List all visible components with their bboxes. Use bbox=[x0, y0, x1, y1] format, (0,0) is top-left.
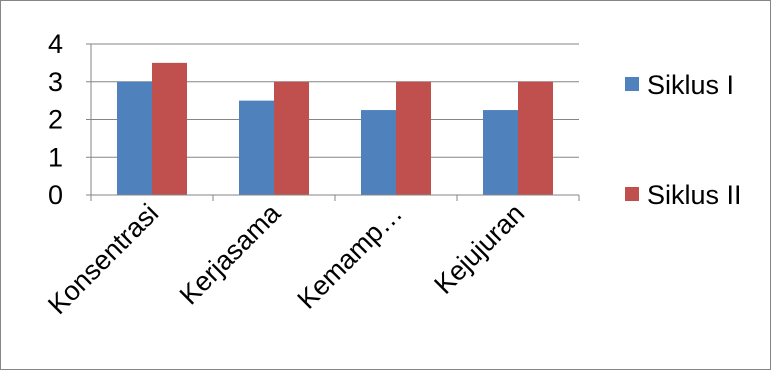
y-tick-label: 1 bbox=[48, 142, 63, 172]
bar-siklus-i-konsentrasi bbox=[117, 81, 152, 195]
x-category-label: Kemamp… bbox=[292, 198, 409, 315]
legend-swatch bbox=[625, 77, 639, 91]
x-category-label: Kerjasama bbox=[174, 197, 287, 310]
y-tick-label: 3 bbox=[48, 67, 63, 97]
bar-siklus-ii-kejujuran bbox=[518, 81, 553, 195]
y-tick-label: 0 bbox=[48, 180, 63, 210]
bar-siklus-i-kemamp bbox=[361, 110, 396, 195]
bar-siklus-i-kerjasama bbox=[239, 100, 274, 195]
x-category-label: Kejujuran bbox=[428, 198, 530, 300]
y-tick-label: 2 bbox=[48, 105, 63, 135]
bar-siklus-ii-kemamp bbox=[396, 81, 431, 195]
legend-swatch bbox=[625, 187, 639, 201]
x-category-label: Konsentrasi bbox=[42, 198, 164, 320]
y-tick-label: 4 bbox=[48, 29, 63, 59]
bar-siklus-ii-konsentrasi bbox=[152, 62, 187, 195]
legend-label: Siklus I bbox=[647, 70, 734, 100]
bar-siklus-ii-kerjasama bbox=[274, 81, 309, 195]
legend-label: Siklus II bbox=[647, 180, 742, 210]
bar-siklus-i-kejujuran bbox=[483, 110, 518, 195]
